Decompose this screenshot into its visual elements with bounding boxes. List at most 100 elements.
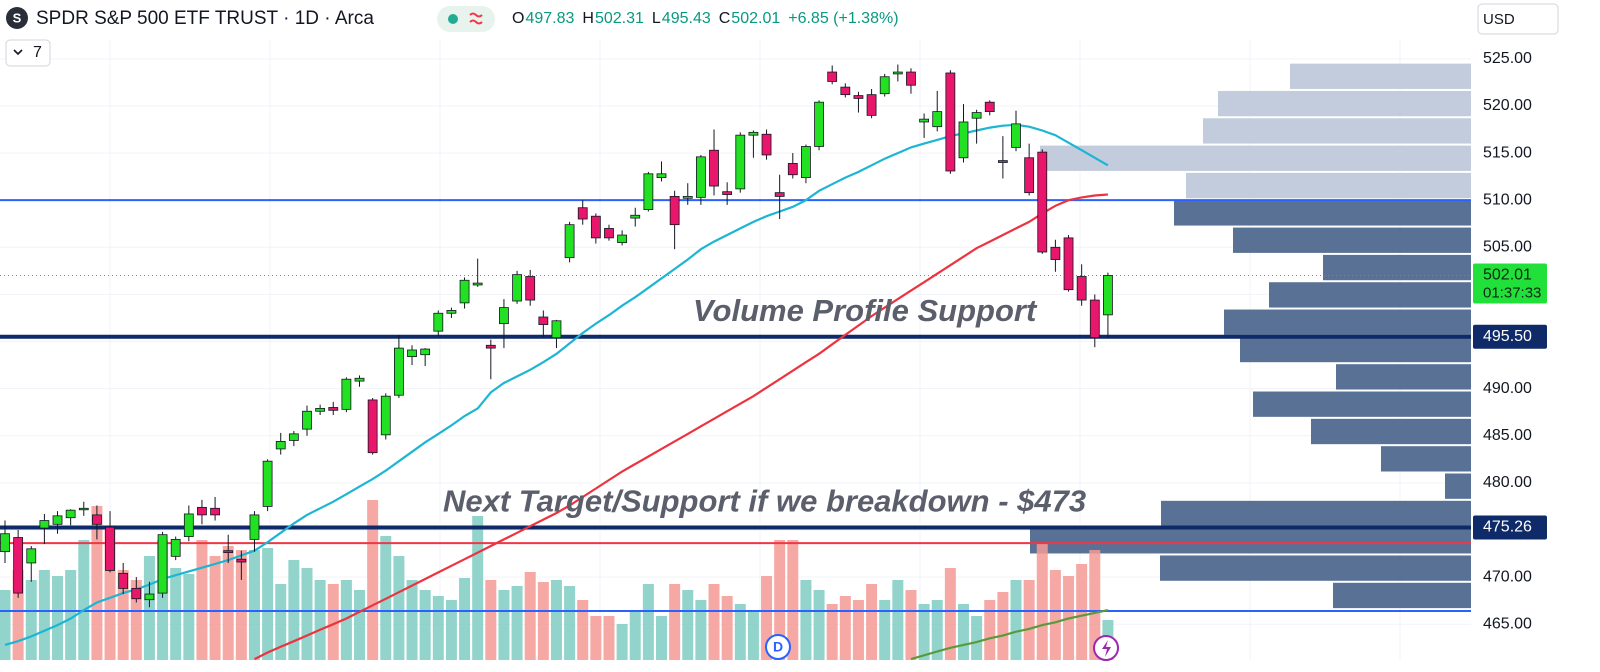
- indicator-toggle[interactable]: [5, 39, 51, 67]
- candle-body: [1037, 151, 1048, 253]
- volume-bar: [367, 500, 379, 660]
- volume-profile-bar: [1224, 309, 1471, 335]
- legend-value: 502.01: [731, 10, 780, 27]
- y-tick-label: 480.00: [1483, 474, 1532, 491]
- volume-bar: [235, 550, 247, 660]
- candle-body: [92, 514, 102, 525]
- volume-bar: [550, 580, 562, 660]
- candle-body: [275, 440, 286, 450]
- legend-value: 497.83: [525, 10, 574, 27]
- volume-bar: [826, 604, 838, 660]
- volume-bar: [1023, 580, 1035, 660]
- volume-bar: [787, 540, 799, 660]
- candle-body: [630, 214, 641, 219]
- volume-profile-bar: [1240, 336, 1471, 363]
- candle-body: [472, 282, 483, 286]
- moving-average: [254, 193, 1108, 661]
- volume-bar: [944, 568, 956, 660]
- volume-bar: [196, 540, 208, 660]
- chart-title: SPDR S&P 500 ETF TRUST · 1D · Arca: [36, 8, 374, 29]
- price-tag: [1473, 324, 1547, 349]
- status-dot: [448, 14, 458, 24]
- volume-profile-bar: [1218, 90, 1471, 117]
- volume-bar: [590, 616, 602, 660]
- candle-body: [958, 121, 969, 159]
- currency-button[interactable]: [1477, 3, 1559, 35]
- candle-body: [1011, 123, 1021, 148]
- event-badge[interactable]: [765, 634, 791, 660]
- volume-bar: [0, 590, 11, 660]
- volume-bar: [537, 582, 549, 660]
- candle-body: [577, 207, 588, 220]
- volume-bar: [669, 584, 681, 660]
- volume-bar: [262, 548, 274, 660]
- volume-profile-bar: [1269, 282, 1471, 308]
- candle-body: [512, 274, 522, 302]
- y-tick-label: 525.00: [1483, 50, 1532, 67]
- candle-body: [1089, 299, 1100, 339]
- volume-bar: [170, 568, 182, 660]
- y-tick-label: 485.00: [1483, 427, 1532, 444]
- symbol-icon: [6, 7, 28, 29]
- volume-bar: [656, 616, 667, 660]
- volume-bar: [248, 550, 260, 660]
- volume-bar: [931, 600, 943, 660]
- volume-bar: [905, 590, 917, 660]
- volume-bar: [761, 576, 773, 660]
- volume-bar: [12, 570, 24, 660]
- volume-profile-bar: [1161, 500, 1471, 527]
- candle-body: [656, 173, 667, 178]
- annotation: Volume Profile Support: [693, 293, 1038, 328]
- volume-bar: [734, 604, 746, 660]
- y-tick-label: 515.00: [1483, 144, 1532, 161]
- volume-bar: [288, 560, 300, 660]
- candle-body: [604, 228, 614, 239]
- price-tag: [1473, 263, 1547, 304]
- candle-body: [13, 537, 24, 594]
- candle-body: [328, 407, 339, 411]
- indicator-count: 7: [33, 44, 42, 61]
- candle-body: [564, 224, 575, 259]
- volume-bar: [445, 600, 457, 660]
- volume-profile-bar: [1323, 254, 1471, 281]
- currency: USD: [1483, 11, 1515, 28]
- volume-bar: [564, 586, 576, 660]
- volume-profile-bar: [1336, 364, 1471, 390]
- volume-bar: [275, 584, 287, 660]
- event-badge-label: D: [773, 639, 783, 655]
- price-tag-label: 502.01: [1483, 267, 1532, 284]
- volume-bar: [800, 580, 812, 660]
- y-tick-label: 490.00: [1483, 380, 1532, 397]
- volume-profile-bar: [1186, 172, 1471, 199]
- volume-profile-bar: [1311, 418, 1471, 445]
- candle-body: [52, 515, 63, 525]
- volume-bar: [577, 600, 589, 660]
- candle-body: [774, 192, 785, 197]
- volume-bar: [301, 568, 313, 660]
- candle-body: [144, 593, 155, 601]
- candle-body: [288, 433, 299, 441]
- candle-body: [892, 71, 903, 75]
- candle-body: [315, 408, 326, 412]
- status-pill[interactable]: [437, 6, 495, 32]
- volume-bar: [721, 596, 733, 660]
- symbol-icon-letter: S: [13, 10, 22, 25]
- legend-value: 495.43: [662, 10, 711, 27]
- volume-bar: [209, 556, 221, 660]
- volume-bar: [78, 540, 90, 660]
- volume-bar: [892, 580, 904, 660]
- legend-label: O: [512, 10, 524, 27]
- moving-average: [4, 123, 1109, 646]
- volume-bar: [839, 596, 851, 660]
- annotation: Next Target/Support if we breakdown - $4…: [443, 484, 1086, 519]
- candle-body: [590, 215, 601, 239]
- volume-bar: [603, 616, 615, 660]
- volume-bar: [52, 576, 64, 660]
- volume-bar: [1089, 550, 1101, 660]
- volume-bar: [918, 604, 930, 660]
- volume-bar: [485, 580, 497, 660]
- volume-bar: [971, 616, 983, 660]
- candle-body: [669, 196, 680, 226]
- volume-bar: [1036, 544, 1048, 660]
- y-tick-label: 505.00: [1483, 239, 1532, 256]
